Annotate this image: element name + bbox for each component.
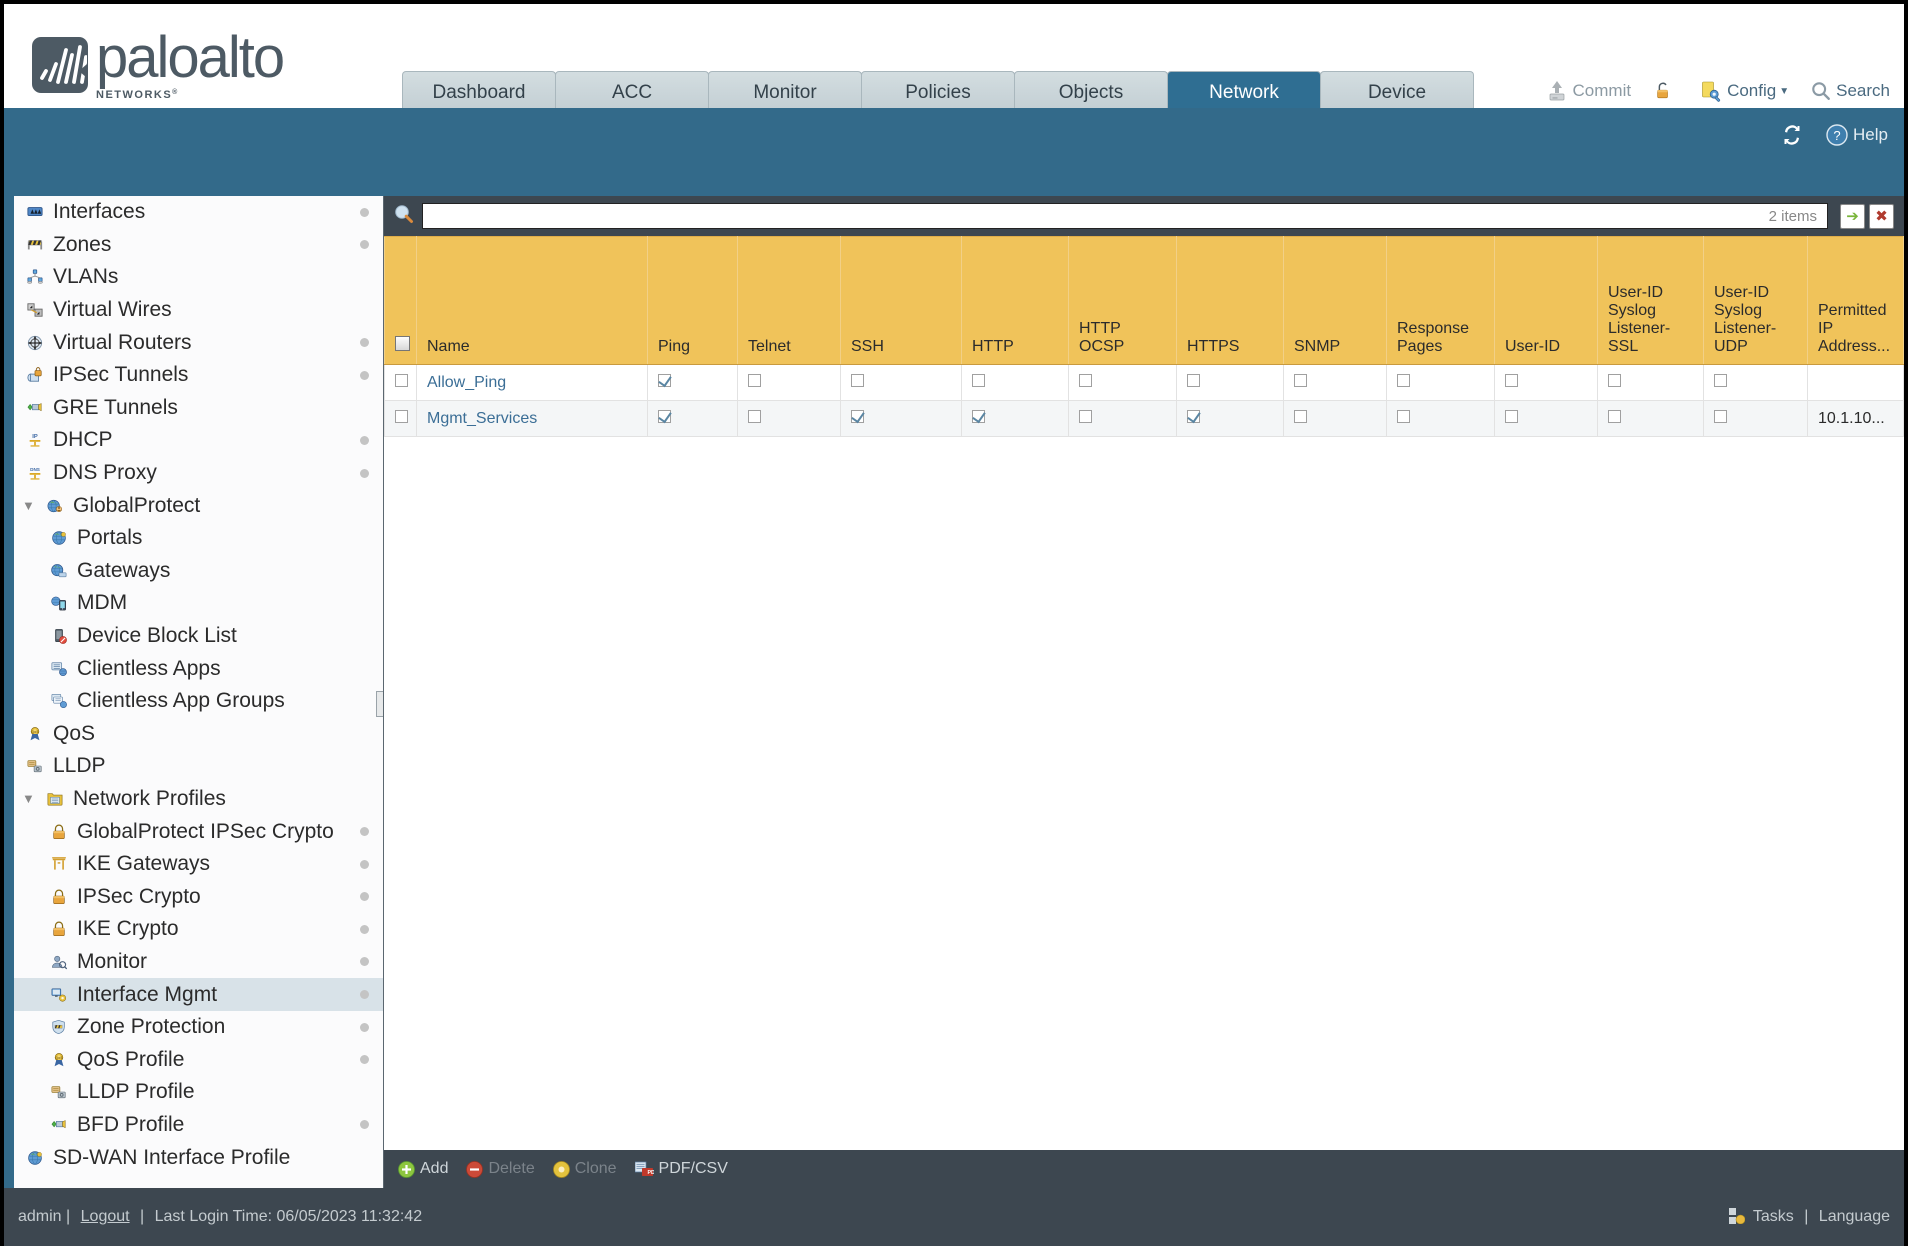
svg-text:QoS: QoS	[56, 1056, 64, 1060]
svg-text:PDF: PDF	[647, 1170, 654, 1176]
svg-text:?: ?	[1833, 128, 1840, 143]
svg-text:QoS: QoS	[32, 730, 40, 734]
svg-text:DNS: DNS	[30, 467, 40, 472]
svg-text:IP: IP	[32, 435, 38, 441]
